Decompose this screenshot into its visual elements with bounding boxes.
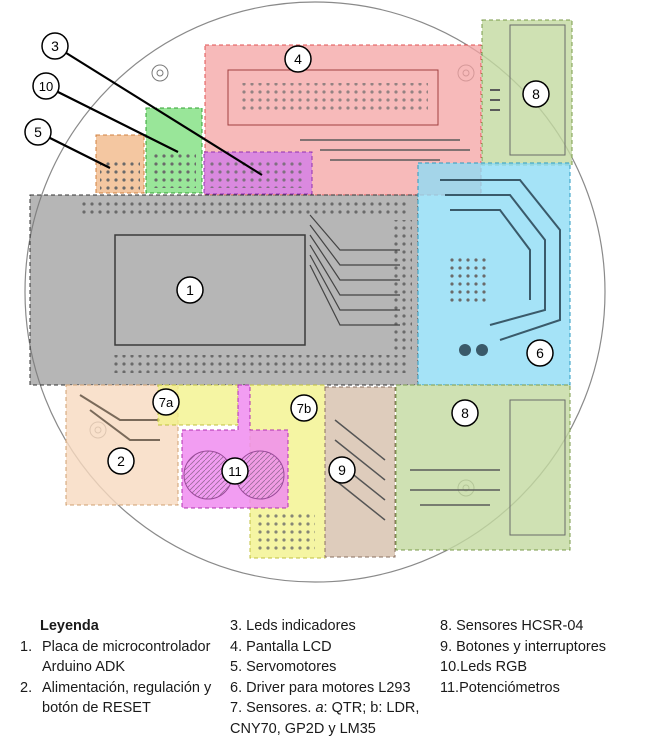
legend-item: 1. Placa de microcontrolador Arduino ADK xyxy=(20,637,225,678)
callout-label: 9 xyxy=(338,462,346,478)
legend-item-text: Potenciómetros xyxy=(459,679,560,696)
legend-item-number: 5. xyxy=(230,659,243,675)
callout-label: 11 xyxy=(228,464,242,479)
callout-3: 3 xyxy=(41,32,69,60)
legend-item: 6. Driver para motores L293 xyxy=(230,678,435,699)
legend-item-text: Driver para motores L293 xyxy=(246,679,411,696)
legend-item-text: Botones y interruptores xyxy=(456,638,607,655)
legend-item-number: 2. xyxy=(20,679,33,696)
legend-item-text: Pantalla LCD xyxy=(246,638,332,655)
callout-9: 9 xyxy=(328,456,356,484)
zone-hcsr-bottom xyxy=(395,384,571,551)
legend-item: 11.Potenciómetros xyxy=(440,678,645,699)
legend-item-italic-a: a xyxy=(315,700,324,716)
callout-7a: 7a xyxy=(152,388,180,416)
callout-4: 4 xyxy=(284,45,312,73)
zone-driver xyxy=(417,162,571,386)
legend-item-number: 6. xyxy=(230,679,243,696)
callout-2: 2 xyxy=(107,447,135,475)
callout-label: 5 xyxy=(34,124,42,140)
callout-label: 7a xyxy=(159,395,174,410)
zone-pots xyxy=(181,384,289,509)
callout-5: 5 xyxy=(24,118,52,146)
callout-8-top: 8 xyxy=(522,80,550,108)
legend-item-text: Leds indicadores xyxy=(246,618,356,634)
callout-label: 2 xyxy=(117,453,125,469)
chassis-outline xyxy=(24,1,606,583)
legend-item-text: Servomotores xyxy=(246,659,337,675)
legend-title: Leyenda xyxy=(40,618,99,634)
callout-label: 8 xyxy=(532,86,540,102)
callout-label: 8 xyxy=(461,405,469,421)
callout-label: 7b xyxy=(297,401,311,416)
legend-item-number: 1. xyxy=(20,638,33,655)
callout-label: 4 xyxy=(294,51,302,67)
legend-column-3: 8. Sensores HCSR-04 9. Botones y interru… xyxy=(440,616,645,698)
pcb-diagram: 1 2 3 4 5 6 7a 7b 8 8 9 10 11 xyxy=(24,1,606,583)
callout-label: 3 xyxy=(51,38,59,54)
legend-item-text-pre: Sensores. xyxy=(246,700,316,716)
legend-item-number: 4. xyxy=(230,638,243,655)
callout-11: 11 xyxy=(221,457,249,485)
callout-1: 1 xyxy=(176,276,204,304)
legend-item: 5. Servomotores xyxy=(230,657,435,678)
legend-column-1: Leyenda 1. Placa de microcontrolador Ardu… xyxy=(20,616,225,719)
legend-item-number: 10. xyxy=(440,659,461,675)
callout-label: 1 xyxy=(186,282,194,298)
zone-arduino xyxy=(29,194,419,386)
legend-item: 10.Leds RGB xyxy=(440,657,645,678)
legend-item: 7. Sensores. a: QTR; b: LDR, CNY70, GP2D… xyxy=(230,698,435,739)
legend-item-number: 11. xyxy=(440,679,460,696)
legend-item-text: Sensores HCSR-04 xyxy=(456,618,584,634)
legend-item-number: 8. xyxy=(440,618,453,634)
legend-item-text: Alimentación, regulación y botón de RESE… xyxy=(42,679,212,717)
callout-7b: 7b xyxy=(290,394,318,422)
legend-item: 9. Botones y interruptores xyxy=(440,637,645,658)
legend-item-text: Leds RGB xyxy=(460,659,528,675)
legend-item: 2. Alimentación, regulación y botón de RE… xyxy=(20,678,225,719)
legend-item: 4. Pantalla LCD xyxy=(230,637,435,658)
callout-label: 10 xyxy=(39,79,53,94)
legend-item-number: 7. xyxy=(230,700,243,716)
legend-item-number: 9. xyxy=(440,638,453,655)
legend-item-text: Placa de microcontrolador Arduino ADK xyxy=(42,638,211,676)
legend: Leyenda 1. Placa de microcontrolador Ardu… xyxy=(0,600,647,756)
legend-item: 3. Leds indicadores xyxy=(230,616,435,637)
legend-item-number: 3. xyxy=(230,618,243,634)
legend-item-text-rest: : QTR; b: LDR, CNY70, GP2D y LM35 xyxy=(230,700,420,737)
callout-label: 6 xyxy=(536,345,544,361)
legend-column-2: 3. Leds indicadores 4. Pantalla LCD 5. S… xyxy=(230,616,435,739)
legend-item: 8. Sensores HCSR-04 xyxy=(440,616,645,637)
callout-8-bottom: 8 xyxy=(451,399,479,427)
callout-10: 10 xyxy=(32,72,60,100)
callout-6: 6 xyxy=(526,339,554,367)
